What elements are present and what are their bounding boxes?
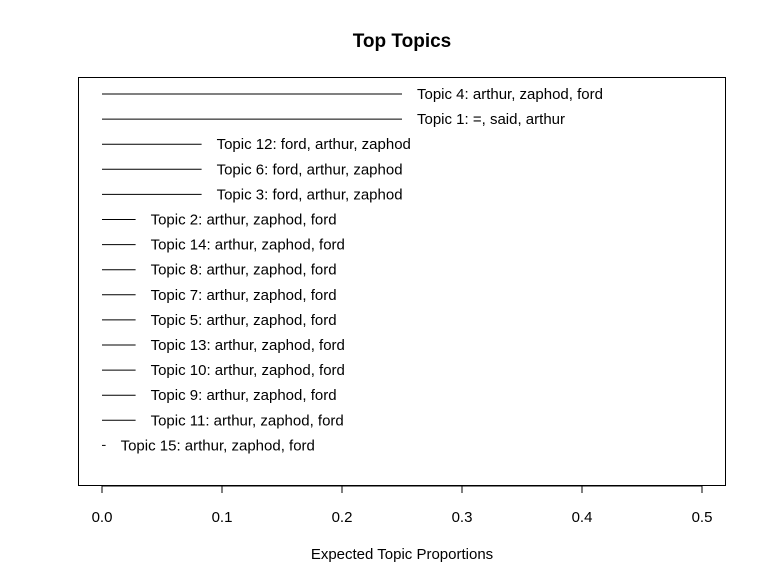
topic-label: Topic 4: arthur, zaphod, ford — [417, 86, 603, 103]
topic-label: Topic 10: arthur, zaphod, ford — [151, 362, 345, 379]
topic-label: Topic 1: =, said, arthur — [417, 111, 565, 128]
x-tick-label: 0.3 — [452, 509, 473, 526]
x-tick-label: 0.0 — [92, 509, 113, 526]
x-tick-label: 0.5 — [692, 509, 713, 526]
x-tick-label: 0.4 — [572, 509, 593, 526]
x-tick-label: 0.1 — [212, 509, 233, 526]
topic-label: Topic 6: ford, arthur, zaphod — [217, 161, 403, 178]
x-tick-label: 0.2 — [332, 509, 353, 526]
x-axis: 0.0 0.1 0.2 0.3 0.4 0.5 — [92, 485, 713, 526]
chart-title: Top Topics — [353, 31, 452, 52]
topic-label: Topic 13: arthur, zaphod, ford — [151, 337, 345, 354]
topic-label: Topic 8: arthur, zaphod, ford — [151, 262, 337, 279]
topic-label: Topic 15: arthur, zaphod, ford — [121, 437, 315, 454]
topic-label: Topic 7: arthur, zaphod, ford — [151, 287, 337, 304]
x-axis-label: Expected Topic Proportions — [311, 546, 493, 563]
topic-label: Topic 5: arthur, zaphod, ford — [151, 312, 337, 329]
topic-label: Topic 3: ford, arthur, zaphod — [217, 186, 403, 203]
topic-label: Topic 9: arthur, zaphod, ford — [151, 387, 337, 404]
topic-label: Topic 2: arthur, zaphod, ford — [151, 212, 337, 229]
topic-label: Topic 11: arthur, zaphod, ford — [151, 412, 344, 429]
topic-bars: Topic 4: arthur, zaphod, ford Topic 1: =,… — [102, 86, 603, 454]
topic-label: Topic 14: arthur, zaphod, ford — [151, 237, 345, 254]
topic-label: Topic 12: ford, arthur, zaphod — [217, 136, 411, 153]
